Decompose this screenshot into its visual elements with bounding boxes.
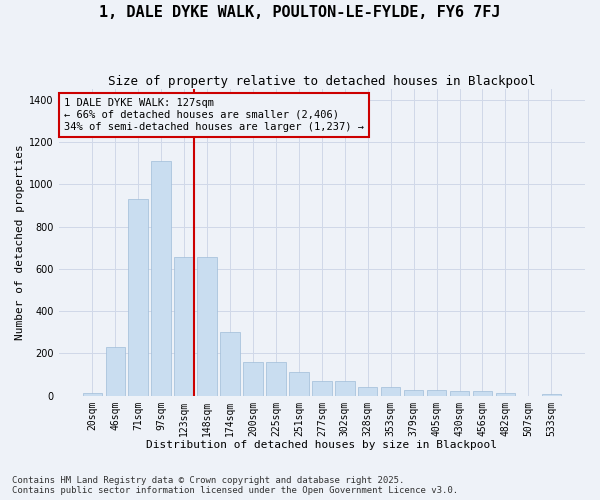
Text: 1, DALE DYKE WALK, POULTON-LE-FYLDE, FY6 7FJ: 1, DALE DYKE WALK, POULTON-LE-FYLDE, FY6… [99,5,501,20]
Bar [83,392,102,396]
Text: Contains HM Land Registry data © Crown copyright and database right 2025.
Contai: Contains HM Land Registry data © Crown c… [12,476,458,495]
Bar [289,372,308,396]
Bar [358,388,377,396]
Bar [381,388,400,396]
Bar [335,381,355,396]
Bar [128,199,148,396]
Bar [450,392,469,396]
Bar [496,392,515,396]
Title: Size of property relative to detached houses in Blackpool: Size of property relative to detached ho… [108,75,536,88]
Bar [542,394,561,396]
Bar [266,362,286,396]
X-axis label: Distribution of detached houses by size in Blackpool: Distribution of detached houses by size … [146,440,497,450]
Bar [151,161,171,396]
Y-axis label: Number of detached properties: Number of detached properties [15,144,25,340]
Bar [243,362,263,396]
Bar [220,332,240,396]
Bar [197,257,217,396]
Bar [427,390,446,396]
Text: 1 DALE DYKE WALK: 127sqm
← 66% of detached houses are smaller (2,406)
34% of sem: 1 DALE DYKE WALK: 127sqm ← 66% of detach… [64,98,364,132]
Bar [175,257,194,396]
Bar [473,392,492,396]
Bar [404,390,424,396]
Bar [312,381,332,396]
Bar [106,347,125,396]
